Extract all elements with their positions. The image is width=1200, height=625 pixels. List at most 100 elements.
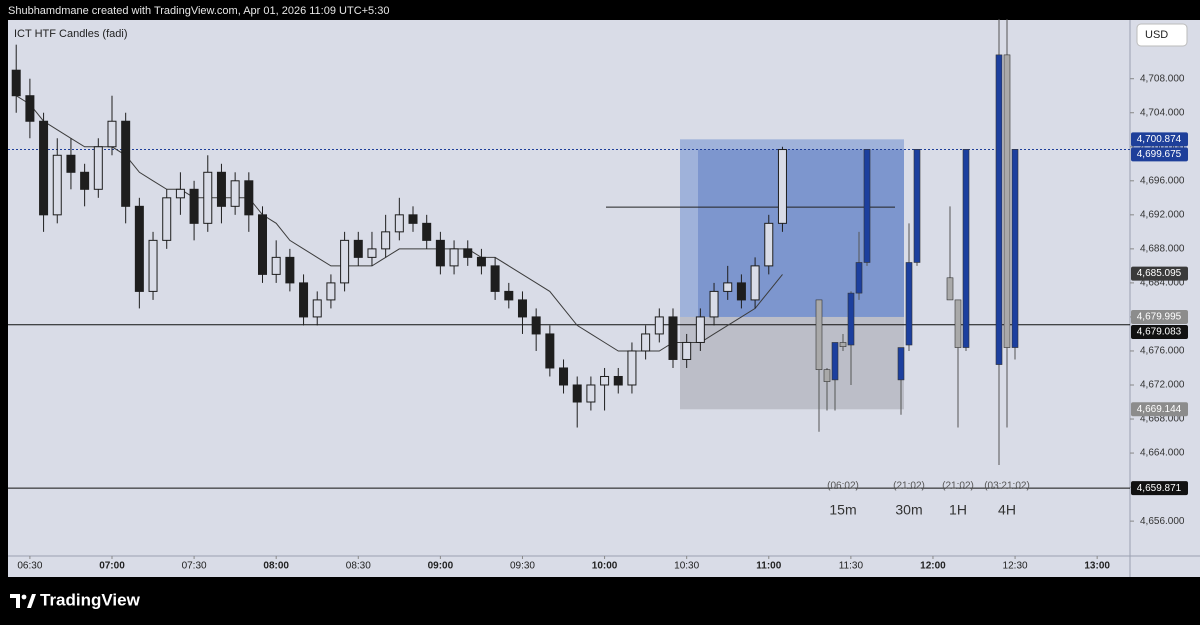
brand: TradingView — [40, 590, 141, 609]
htf-countdown: (06:02) — [827, 481, 859, 492]
htf-countdown: (21:02) — [893, 481, 925, 492]
y-tick-label: 4,656.000 — [1140, 516, 1185, 527]
candle-body — [449, 248, 459, 267]
htf-body — [847, 292, 855, 346]
y-tick-label: 4,668.000 — [1140, 414, 1185, 425]
candle-body — [627, 350, 637, 386]
x-tick-label: 06:30 — [17, 561, 42, 572]
candle-body — [162, 197, 172, 241]
candle-body — [230, 180, 240, 207]
currency-button[interactable] — [1136, 23, 1188, 47]
htf-body — [913, 149, 921, 263]
candle-body — [189, 188, 199, 224]
htf-body — [962, 149, 970, 348]
candle-body — [695, 316, 705, 343]
candle-body — [285, 256, 295, 284]
htf-body — [897, 347, 905, 381]
y-tick-label: 4,696.000 — [1140, 175, 1185, 186]
candle-body — [52, 154, 62, 216]
x-tick-label: 11:00 — [756, 561, 781, 572]
candle-body — [203, 171, 213, 224]
candle-body — [586, 384, 596, 403]
candle-body — [381, 231, 391, 250]
htf-countdown: (03:21:02) — [984, 481, 1030, 492]
candle-body — [80, 171, 90, 190]
x-tick-label: 07:00 — [99, 561, 125, 572]
chart-panel — [8, 20, 1200, 577]
candle-body — [531, 316, 541, 335]
candle-body — [736, 282, 746, 301]
candle-body — [545, 333, 555, 369]
candle-body — [654, 316, 664, 335]
price-label: 4,685.095 — [1137, 268, 1182, 279]
price-label: 4,699.675 — [1137, 149, 1182, 160]
candle-body — [93, 146, 103, 190]
candle-body — [271, 256, 281, 275]
logo-mark — [10, 594, 20, 608]
candle-body — [299, 282, 309, 318]
htf-body — [863, 149, 871, 263]
candle-body — [408, 214, 418, 224]
candle-body — [107, 120, 117, 148]
candle-body — [764, 222, 774, 267]
candle-body — [600, 375, 610, 386]
price-label: 4,700.874 — [1137, 134, 1182, 145]
y-tick-label: 4,664.000 — [1140, 448, 1185, 459]
x-tick-label: 07:30 — [182, 561, 207, 572]
candle-body — [326, 282, 336, 301]
candle-body — [312, 299, 322, 318]
y-tick-label: 4,692.000 — [1140, 209, 1185, 220]
candle-body — [723, 282, 733, 292]
y-tick-label: 4,708.000 — [1140, 73, 1185, 84]
htf-body — [946, 277, 954, 301]
stop-zone — [680, 316, 904, 410]
htf-body — [1003, 54, 1011, 348]
candle-body — [490, 265, 500, 292]
price-label-bg — [1131, 324, 1188, 339]
candle-body — [750, 265, 760, 301]
y-tick-label: 4,676.000 — [1140, 346, 1185, 357]
candle-body — [39, 120, 49, 216]
price-label: 4,669.144 — [1137, 404, 1182, 415]
currency[interactable]: USD — [1145, 29, 1168, 41]
price-label-bg — [1131, 132, 1188, 147]
htf-body — [905, 262, 913, 346]
candle-body — [11, 69, 21, 97]
y-tick-label: 4,684.000 — [1140, 278, 1185, 289]
candle-body — [435, 239, 445, 267]
candle-body — [668, 316, 678, 360]
candle-body — [641, 333, 651, 352]
htf-timeframe: 1H — [949, 502, 967, 518]
x-tick-label: 12:00 — [920, 561, 946, 572]
candle-body — [258, 214, 268, 275]
candle-body — [340, 239, 350, 284]
candle-body — [216, 171, 226, 207]
x-tick-label: 09:00 — [428, 561, 454, 572]
candle-body — [572, 384, 582, 403]
x-tick-label: 10:00 — [592, 561, 618, 572]
candle-body — [504, 290, 514, 301]
candle-body — [175, 188, 185, 199]
x-tick-label: 11:30 — [839, 561, 864, 572]
x-tick-label: 13:00 — [1084, 561, 1110, 572]
price-label: 4,679.995 — [1137, 312, 1182, 323]
candle-body — [682, 341, 692, 360]
price-label: 4,659.871 — [1137, 483, 1182, 494]
x-tick-label: 10:30 — [674, 561, 699, 572]
candle-body — [559, 367, 569, 386]
candle-body — [709, 290, 719, 318]
htf-timeframe: 30m — [895, 502, 922, 518]
ema-line — [15, 95, 783, 352]
price-label: 4,679.083 — [1137, 327, 1182, 338]
price-label-bg — [1131, 481, 1188, 496]
y-tick-label: 4,700.000 — [1140, 141, 1185, 152]
candle-body — [121, 120, 131, 207]
logo-dot — [21, 594, 27, 600]
candle-body — [134, 205, 144, 292]
htf-body — [954, 299, 962, 348]
x-tick-label: 08:30 — [346, 561, 371, 572]
x-tick-label: 12:30 — [1003, 561, 1028, 572]
candle-body — [66, 154, 76, 173]
price-label-bg — [1131, 402, 1188, 417]
htf-body — [839, 342, 847, 348]
